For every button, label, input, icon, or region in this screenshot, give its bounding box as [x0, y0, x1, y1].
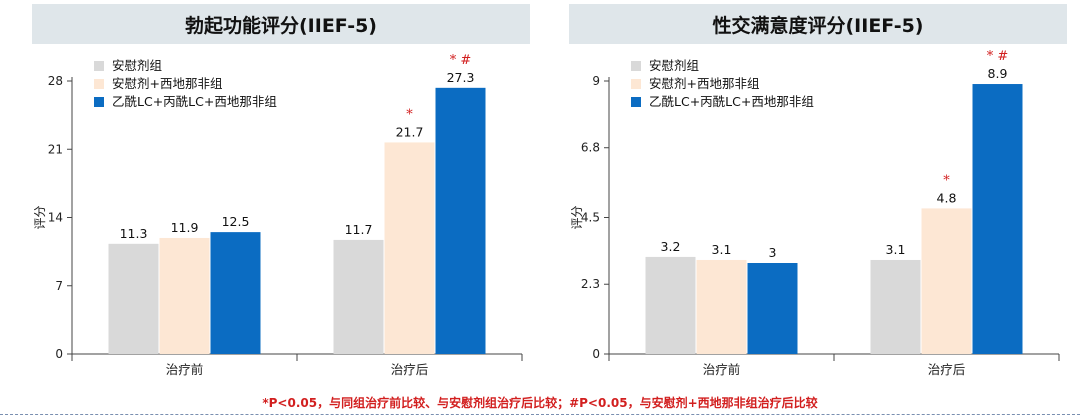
legend-label: 安慰剂+西地那非组 — [112, 76, 222, 91]
legend-swatch — [631, 97, 641, 107]
bar — [696, 259, 747, 354]
data-label: 12.5 — [222, 214, 250, 229]
data-label: 11.3 — [120, 226, 148, 241]
legend-swatch — [631, 79, 641, 89]
bar — [210, 232, 261, 354]
erectile-function-chart: 0 7 14 21 28 治疗前 治疗后 评分 11.3 11.9 12.5 11.7 21.7 * 27.… — [33, 53, 523, 377]
legend-swatch — [631, 61, 641, 71]
chart-title-band: 性交满意度评分(IIEF-5) — [569, 4, 1067, 44]
significance-mark: * # — [450, 53, 472, 68]
chart-title: 性交满意度评分(IIEF-5) — [712, 14, 924, 37]
data-label: 4.8 — [937, 190, 957, 205]
y-axis-label: 评分 — [33, 205, 47, 229]
data-label: 8.9 — [988, 66, 1008, 81]
divider — [0, 414, 1080, 415]
significance-mark: * — [943, 173, 950, 188]
y-tick-label: 6.8 — [581, 141, 600, 155]
y-tick-label: 0 — [592, 347, 600, 361]
satisfaction-chart: 0 2.3 4.5 6.8 9 治疗前 治疗后 评分 3.2 3.1 3 3.1 4.8 * 8.9 * # 安… — [570, 49, 1060, 377]
legend-swatch — [94, 79, 104, 89]
data-label: 11.7 — [345, 222, 373, 237]
bar — [435, 87, 486, 354]
data-label: 3.2 — [661, 239, 681, 254]
legend-label: 乙酰LC+丙酰LC+西地那非组 — [112, 94, 277, 109]
bar — [159, 237, 210, 354]
x-category-label: 治疗前 — [703, 362, 741, 377]
y-tick-label: 28 — [48, 74, 63, 88]
legend-swatch — [94, 61, 104, 71]
chart-title-band: 勃起功能评分(IIEF-5) — [32, 4, 530, 44]
bar — [384, 142, 435, 354]
bar — [870, 259, 921, 354]
chart-title: 勃起功能评分(IIEF-5) — [185, 14, 377, 37]
bar — [645, 256, 696, 354]
bar — [333, 239, 384, 354]
significance-mark: * # — [987, 49, 1009, 64]
y-axis-label: 评分 — [570, 205, 584, 229]
y-tick-label: 14 — [48, 211, 63, 225]
x-category-label: 治疗前 — [166, 362, 204, 377]
bar — [972, 84, 1023, 355]
bar — [747, 263, 798, 354]
data-label: 3 — [769, 245, 777, 260]
legend-label: 安慰剂组 — [112, 58, 162, 73]
y-tick-label: 9 — [592, 74, 600, 88]
y-tick-label: 7 — [55, 279, 63, 293]
satisfaction-panel: 性交满意度评分(IIEF-5) 0 2.3 4.5 6.8 9 治疗前 治疗后 评分 3.2 3.… — [569, 0, 1067, 390]
legend-label: 乙酰LC+丙酰LC+西地那非组 — [649, 94, 814, 109]
significance-footnote: *P<0.05，与同组治疗前比较、与安慰剂组治疗后比较；#P<0.05，与安慰剂… — [262, 396, 818, 410]
significance-mark: * — [406, 107, 413, 122]
data-label: 11.9 — [171, 220, 199, 235]
legend-swatch — [94, 97, 104, 107]
x-category-label: 治疗后 — [928, 362, 966, 377]
erectile-function-panel: 勃起功能评分(IIEF-5) 0 7 14 21 28 治疗前 治疗后 评分 11.3 11.9 1… — [32, 0, 530, 390]
data-label: 27.3 — [447, 70, 475, 85]
legend-label: 安慰剂+西地那非组 — [649, 76, 759, 91]
x-category-label: 治疗后 — [391, 362, 429, 377]
y-tick-label: 21 — [48, 142, 63, 156]
data-label: 3.1 — [712, 242, 732, 257]
bar — [108, 243, 159, 354]
y-tick-label: 0 — [55, 347, 63, 361]
data-label: 3.1 — [886, 242, 906, 257]
y-tick-label: 2.3 — [581, 277, 600, 291]
y-tick-label: 4.5 — [581, 211, 600, 225]
bar — [921, 208, 972, 354]
legend-label: 安慰剂组 — [649, 58, 699, 73]
data-label: 21.7 — [396, 124, 424, 139]
